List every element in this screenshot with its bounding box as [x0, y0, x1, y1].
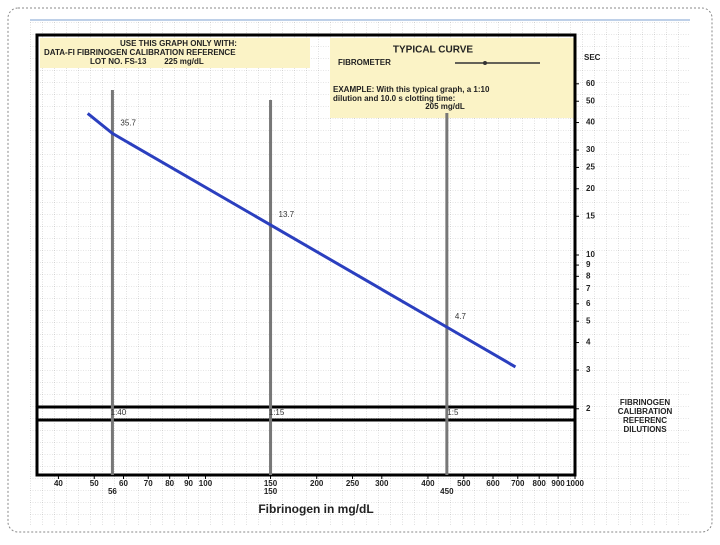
y-tick-label: 30	[586, 145, 595, 154]
band-label: REFERENC	[623, 416, 667, 425]
x-tick-label: 100	[199, 479, 213, 488]
example-line: dilution and 10.0 s clotting time:	[333, 94, 455, 103]
x-tick-label: 200	[310, 479, 324, 488]
legend-marker	[483, 61, 487, 65]
x-tick-label: 500	[457, 479, 471, 488]
x-axis-label: Fibrinogen in mg/dL	[258, 502, 373, 516]
dilution-label: 1:5	[447, 408, 459, 417]
example-line: EXAMPLE: With this typical graph, a 1:10	[333, 85, 490, 94]
legend-box	[330, 38, 575, 118]
x-tick-label: 600	[486, 479, 500, 488]
band-label: DILUTIONS	[623, 425, 667, 434]
band-label: CALIBRATION	[618, 407, 673, 416]
y-tick-label: 50	[586, 96, 595, 105]
x-tick-label: 70	[144, 479, 153, 488]
y-tick-label: 10	[586, 250, 595, 259]
y-tick-label: 15	[586, 211, 595, 220]
header-box	[40, 38, 310, 68]
x-tick-label: 900	[551, 479, 565, 488]
chart-title: TYPICAL CURVE	[393, 45, 474, 56]
header-line: USE THIS GRAPH ONLY WITH:	[120, 39, 237, 48]
y-tick-label: 2	[586, 404, 591, 413]
data-label: 13.7	[279, 210, 295, 219]
x-tick-label: 400	[421, 479, 435, 488]
curve	[86, 112, 517, 369]
data-label: 35.7	[120, 119, 136, 128]
x-tick-label: 700	[511, 479, 525, 488]
slide-frame	[7, 7, 713, 533]
x-tick-label: 800	[533, 479, 547, 488]
y-tick-label: 4	[586, 338, 591, 347]
x-tick-label: 300	[375, 479, 389, 488]
x-tick-label: 80	[165, 479, 174, 488]
x-tick-label: 1000	[566, 479, 584, 488]
x-tick-label: 50	[90, 479, 99, 488]
reference-x-label: 450	[440, 487, 454, 496]
reference-x-label: 150	[264, 487, 278, 496]
y-tick-label: 9	[586, 260, 591, 269]
y-tick-label: 25	[586, 163, 595, 172]
y-axis-label: SEC	[584, 53, 601, 62]
reference-x-label: 56	[108, 487, 117, 496]
header-line: DATA-FI FIBRINOGEN CALIBRATION REFERENCE	[44, 48, 236, 57]
x-tick-label: 150	[264, 479, 278, 488]
x-tick-label: 90	[184, 479, 193, 488]
band-label: FIBRINOGEN	[620, 398, 670, 407]
y-tick-label: 3	[586, 365, 591, 374]
example-line: 205 mg/dL	[425, 102, 465, 111]
dilution-label: 1:15	[269, 408, 285, 417]
header-line: LOT NO. FS-13 225 mg/dL	[90, 57, 204, 66]
y-tick-label: 7	[586, 284, 591, 293]
x-tick-label: 250	[346, 479, 360, 488]
x-tick-label: 40	[54, 479, 63, 488]
y-tick-label: 40	[586, 118, 595, 127]
y-tick-label: 60	[586, 79, 595, 88]
data-label: 4.7	[455, 312, 467, 321]
y-tick-label: 20	[586, 184, 595, 193]
legend-label: FIBROMETER	[338, 58, 391, 67]
y-tick-label: 6	[586, 299, 591, 308]
x-tick-label: 60	[119, 479, 128, 488]
y-tick-label: 5	[586, 316, 591, 325]
y-tick-label: 8	[586, 271, 591, 280]
dilution-label: 1:40	[111, 408, 127, 417]
